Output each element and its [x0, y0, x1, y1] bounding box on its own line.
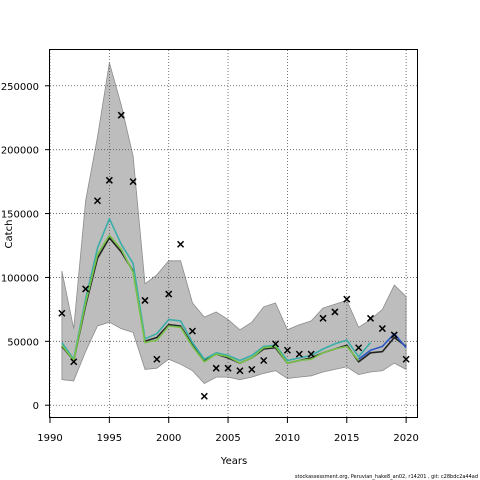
observed-point-stroke	[224, 364, 232, 372]
observed-point	[177, 240, 185, 248]
y-tick-label: 250000	[1, 82, 39, 93]
observed-point-stroke	[93, 197, 102, 205]
observed-point-stroke	[58, 309, 66, 317]
observed-point	[105, 176, 113, 184]
observed-point	[366, 314, 375, 322]
observed-point-stroke	[153, 355, 161, 363]
y-tick-label: 100000	[1, 273, 39, 284]
observed-point	[82, 285, 90, 293]
grid-layer	[49, 50, 418, 418]
observed-point-stroke	[129, 178, 137, 186]
observed-point-stroke	[331, 308, 339, 316]
observed-point	[200, 392, 208, 400]
observed-point	[93, 197, 102, 205]
confidence-band-layer	[61, 62, 407, 384]
observed-point-stroke	[200, 392, 208, 400]
observed-point-stroke	[355, 344, 363, 352]
observed-point-stroke	[165, 290, 173, 298]
observed-point-stroke	[141, 296, 149, 304]
observed-point	[378, 325, 386, 333]
observed-point-stroke	[105, 176, 113, 184]
observed-point-stroke	[82, 285, 90, 293]
observed-point-stroke	[260, 356, 268, 365]
x-tick-label: 2005	[215, 433, 240, 444]
observed-point	[141, 296, 149, 304]
observed-points-layer	[58, 111, 410, 400]
observed-point-stroke	[236, 367, 244, 375]
observed-point-stroke	[70, 358, 78, 366]
x-tick-label: 1995	[97, 433, 122, 444]
observed-point-stroke	[402, 355, 410, 363]
observed-point	[272, 340, 280, 348]
y-tick-label: 50000	[7, 337, 39, 348]
x-axis: 1990 1995 2000 2005 2010 2015 2020	[37, 418, 419, 444]
observed-point	[248, 365, 256, 373]
observed-point	[165, 290, 173, 298]
series-line	[358, 332, 407, 360]
observed-point	[58, 309, 66, 317]
observed-point-stroke	[307, 350, 315, 358]
series-line	[61, 234, 360, 364]
observed-point-stroke	[366, 314, 375, 322]
x-tick-label: 1990	[37, 433, 62, 444]
observed-point	[129, 178, 137, 186]
x-axis-label: Years	[220, 456, 247, 467]
y-tick-label: 0	[33, 401, 39, 412]
x-tick-label: 2000	[156, 433, 181, 444]
observed-point	[283, 346, 291, 354]
observed-point	[295, 350, 303, 358]
observed-point	[343, 295, 351, 303]
series-layer	[61, 217, 407, 364]
observed-point	[402, 355, 410, 363]
observed-point	[153, 355, 161, 363]
y-axis: 0 50000 100000 150000 200000 250000	[1, 82, 50, 412]
observed-point	[224, 364, 232, 372]
observed-point-stroke	[378, 325, 386, 333]
observed-point	[319, 314, 327, 322]
observed-point	[188, 327, 196, 335]
observed-point	[236, 367, 244, 375]
y-axis-label: Catch	[4, 220, 15, 249]
observed-point-stroke	[283, 346, 291, 354]
observed-point-stroke	[390, 331, 398, 339]
x-tick-label: 2010	[275, 433, 300, 444]
confidence-band	[61, 62, 407, 384]
y-tick-label: 150000	[1, 210, 39, 221]
observed-point	[212, 364, 220, 372]
plot-frame	[49, 49, 418, 418]
observed-point-stroke	[212, 364, 220, 372]
observed-point	[307, 350, 315, 358]
x-tick-label: 2020	[393, 433, 418, 444]
observed-point-stroke	[248, 365, 256, 373]
observed-point	[117, 111, 125, 119]
observed-point	[355, 344, 363, 352]
x-tick-label: 2015	[334, 433, 359, 444]
observed-point-stroke	[177, 240, 185, 248]
observed-point-stroke	[272, 340, 280, 348]
footer-text: stockassessment.org, Peruvian_hake8_an02…	[295, 474, 478, 480]
observed-point-stroke	[117, 111, 125, 119]
observed-point	[260, 356, 268, 365]
observed-point	[70, 358, 78, 366]
observed-point-stroke	[295, 350, 303, 358]
y-tick-label: 200000	[1, 146, 39, 157]
observed-point-stroke	[343, 295, 351, 303]
observed-point	[390, 331, 398, 339]
observed-point-stroke	[319, 314, 327, 322]
observed-point	[331, 308, 339, 316]
series-line	[61, 217, 372, 362]
observed-point-stroke	[188, 327, 196, 335]
